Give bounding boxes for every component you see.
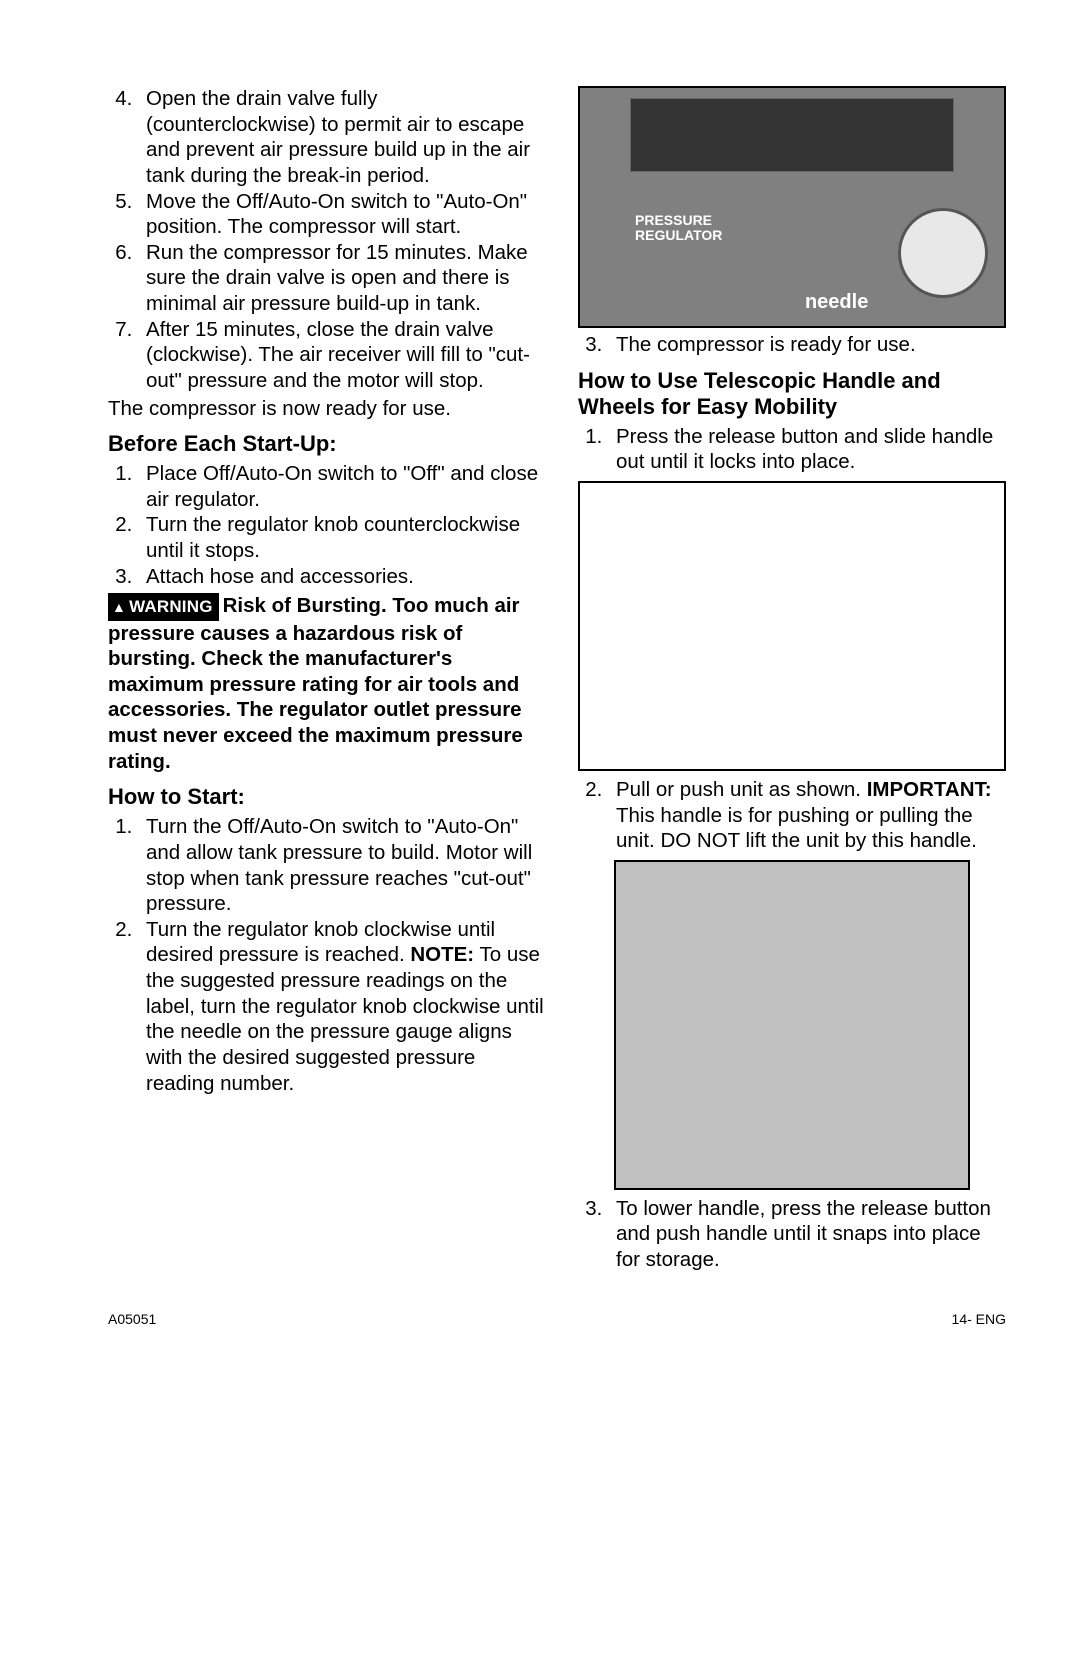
- start-step-2: Turn the regulator knob clockwise until …: [138, 917, 548, 1096]
- step-7: After 15 minutes, close the drain valve …: [138, 317, 548, 394]
- left-column: Open the drain valve fully (counterclock…: [108, 86, 548, 1273]
- handle-steps-final: To lower handle, press the release butto…: [578, 1196, 1006, 1273]
- page-footer: A05051 14- ENG: [0, 1303, 1080, 1343]
- before-step-2: Turn the regulator knob counterclockwise…: [138, 512, 548, 563]
- how-to-start-steps: Turn the Off/Auto-On switch to "Auto-On"…: [108, 814, 548, 1096]
- step-5: Move the Off/Auto-On switch to "Auto-On"…: [138, 189, 548, 240]
- start-step-3: The compressor is ready for use.: [608, 332, 1006, 358]
- before-step-1: Place Off/Auto-On switch to "Off" and cl…: [138, 461, 548, 512]
- page: Open the drain valve fully (counterclock…: [0, 0, 1080, 1303]
- handle-step-2: Pull or push unit as shown. IMPORTANT: T…: [608, 777, 1006, 854]
- footer-doc-id: A05051: [108, 1311, 156, 1327]
- handle-step-3: To lower handle, press the release butto…: [608, 1196, 1006, 1273]
- step-4: Open the drain valve fully (counterclock…: [138, 86, 548, 189]
- before-step-3: Attach hose and accessories.: [138, 564, 548, 590]
- step-6: Run the compressor for 15 minutes. Make …: [138, 240, 548, 317]
- ready-text: The compressor is now ready for use.: [108, 396, 548, 422]
- start-step-1: Turn the Off/Auto-On switch to "Auto-On"…: [138, 814, 548, 917]
- heading-before-startup: Before Each Start-Up:: [108, 431, 548, 457]
- warning-text: Risk of Bursting. Too much air pressure …: [108, 594, 523, 772]
- start-steps-continued: The compressor is ready for use.: [578, 332, 1006, 358]
- needle-callout: needle: [805, 291, 868, 314]
- warning-badge: ▲WARNING: [108, 593, 219, 620]
- pressure-regulator-label: PRESSURE REGULATOR: [635, 213, 722, 244]
- handle-step-1: Press the release button and slide handl…: [608, 424, 1006, 475]
- pulling-unit-figure: [614, 860, 969, 1190]
- footer-page-number: 14- ENG: [952, 1311, 1006, 1327]
- note-label: NOTE:: [410, 943, 474, 966]
- handle-steps: Press the release button and slide handl…: [578, 424, 1006, 475]
- warning-block: ▲WARNING Risk of Bursting. Too much air …: [108, 593, 548, 774]
- handle-steps-continued: Pull or push unit as shown. IMPORTANT: T…: [578, 777, 1006, 854]
- before-startup-steps: Place Off/Auto-On switch to "Off" and cl…: [108, 461, 548, 589]
- warning-label: WARNING: [129, 597, 213, 616]
- handle-extension-figure: [578, 481, 1006, 771]
- heading-how-to-start: How to Start:: [108, 784, 548, 810]
- warning-triangle-icon: ▲: [112, 599, 126, 617]
- right-column: PRESSURE REGULATOR needle The compressor…: [578, 86, 1006, 1273]
- heading-telescopic-handle: How to Use Telescopic Handle and Wheels …: [578, 368, 1006, 420]
- control-panel-figure: PRESSURE REGULATOR needle: [578, 86, 1006, 328]
- break-in-steps-continued: Open the drain valve fully (counterclock…: [108, 86, 548, 394]
- pressure-gauge-icon: [898, 208, 988, 298]
- important-label: IMPORTANT:: [867, 778, 992, 801]
- handle-step-2-pre: Pull or push unit as shown.: [616, 778, 867, 801]
- handle-step-2-post: This handle is for pushing or pulling th…: [616, 804, 977, 853]
- settings-label-box: [630, 98, 954, 172]
